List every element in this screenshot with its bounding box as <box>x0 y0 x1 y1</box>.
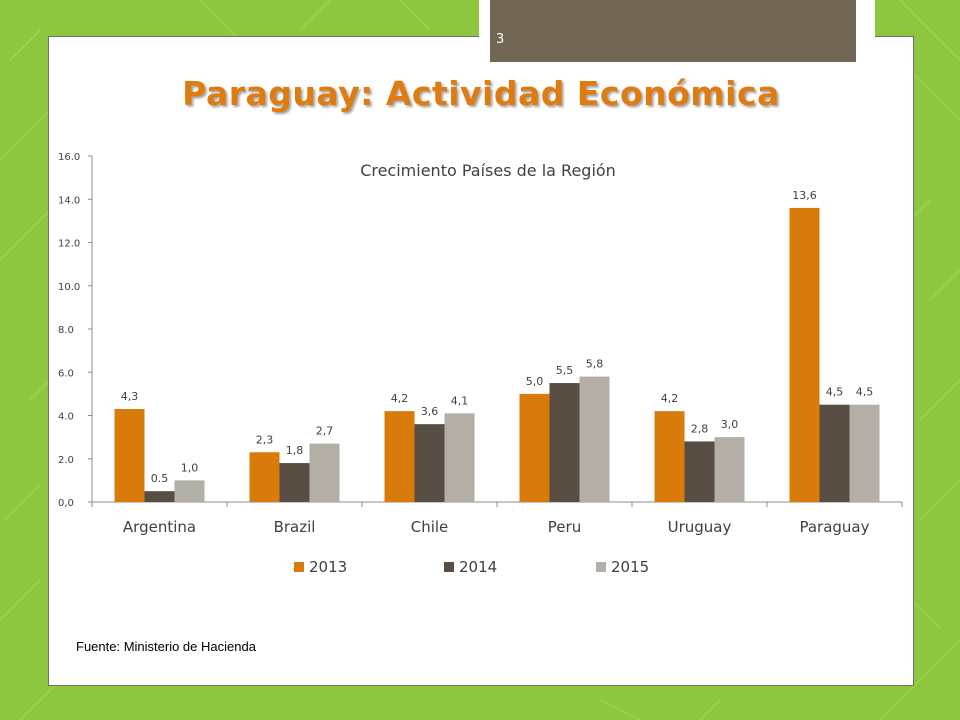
y-tick-label: 8.0 <box>58 325 74 336</box>
data-label: 3,6 <box>421 405 439 418</box>
legend-swatch-2013 <box>294 562 304 572</box>
bar-2014-chile <box>414 424 445 502</box>
bar-series <box>114 207 880 502</box>
x-tick-label: Paraguay <box>799 518 869 536</box>
data-label: 13,6 <box>792 189 817 202</box>
data-labels: 4,3 0.5 1,0 2,3 1,8 2,7 4,2 3,6 4,1 5,0 5,5 5,8 4,2 2… <box>121 189 874 485</box>
bar-2015-paraguay <box>849 404 880 502</box>
bar-2015-peru <box>579 376 610 502</box>
data-label: 5,0 <box>526 375 544 388</box>
bar-2013-uruguay <box>654 411 685 502</box>
data-label: 4,2 <box>391 392 409 405</box>
x-tick-label: Uruguay <box>668 518 732 536</box>
y-tick-label: 14.0 <box>58 195 80 206</box>
y-tick-label: 2.0 <box>58 455 74 466</box>
slide-number: 3 <box>496 32 505 47</box>
legend-label-2014: 2014 <box>459 558 497 576</box>
source-note: Fuente: Ministerio de Hacienda <box>76 639 256 654</box>
x-tick-label: Peru <box>548 518 581 536</box>
y-axis: 0,0 2.0 4.0 6.0 8.0 10.0 12.0 14.0 16.0 <box>58 152 93 509</box>
bar-2015-uruguay <box>714 437 745 502</box>
x-tick-label: Chile <box>411 518 449 536</box>
y-tick-label: 6.0 <box>58 368 74 379</box>
data-label: 2,8 <box>691 422 709 435</box>
data-label: 1,0 <box>181 461 199 474</box>
chart-title: Crecimiento Países de la Región <box>360 161 616 180</box>
bar-2015-brazil <box>309 443 340 502</box>
data-label: 4,3 <box>121 390 139 403</box>
data-label: 1,8 <box>286 444 304 457</box>
data-label: 5,5 <box>556 364 574 377</box>
x-tick-label: Argentina <box>123 518 196 536</box>
page-title: Paraguay: Actividad Económica <box>182 74 780 113</box>
legend-label-2013: 2013 <box>309 558 347 576</box>
bar-2013-peru <box>519 393 550 502</box>
x-tick-label: Brazil <box>274 518 316 536</box>
bar-chart: Crecimiento Países de la Región 0,0 2.0 4.… <box>58 152 903 576</box>
slide-number-tab-fill <box>490 0 856 62</box>
bar-2013-argentina <box>114 409 145 502</box>
data-label: 2,3 <box>256 433 274 446</box>
bar-2015-chile <box>444 413 475 502</box>
data-label: 5,8 <box>586 358 604 371</box>
y-tick-label: 4.0 <box>58 412 74 423</box>
bar-2014-uruguay <box>684 441 715 502</box>
bar-2015-argentina <box>174 480 205 502</box>
bar-2014-brazil <box>279 463 310 502</box>
legend-swatch-2015 <box>596 562 606 572</box>
data-label: 0.5 <box>151 472 169 485</box>
data-label: 4,2 <box>661 392 679 405</box>
data-label: 3,0 <box>721 418 739 431</box>
x-axis: Argentina Brazil Chile Peru Uruguay Paraguay <box>91 501 903 536</box>
bar-2013-paraguay <box>789 207 820 502</box>
legend-label-2015: 2015 <box>611 558 649 576</box>
slide-frame <box>48 36 914 686</box>
y-tick-label: 16.0 <box>58 152 80 163</box>
bar-2014-paraguay <box>819 404 850 502</box>
legend-swatch-2014 <box>444 562 454 572</box>
data-label: 4,5 <box>856 386 874 399</box>
bar-2014-peru <box>549 383 580 502</box>
y-tick-label: 0,0 <box>58 498 74 509</box>
y-tick-label: 10.0 <box>58 282 80 293</box>
chart-legend: 2013 2014 2015 <box>294 558 649 576</box>
data-label: 4,5 <box>826 386 844 399</box>
data-label: 2,7 <box>316 425 334 438</box>
y-tick-label: 12.0 <box>58 239 80 250</box>
bar-2014-argentina <box>144 491 175 502</box>
data-label: 4,1 <box>451 394 469 407</box>
bar-2013-brazil <box>249 452 280 502</box>
bar-2013-chile <box>384 411 415 502</box>
